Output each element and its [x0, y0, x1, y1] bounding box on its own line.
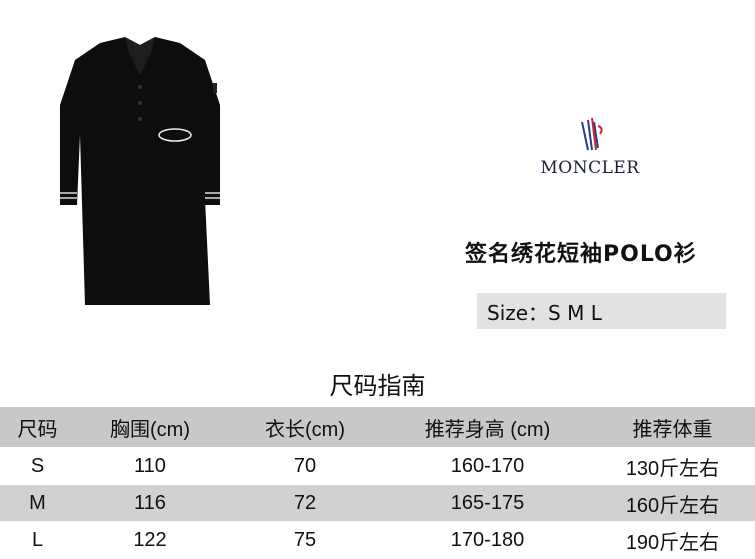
header-cell: 推荐体重	[632, 418, 713, 441]
brand-name: MONCLER	[540, 158, 640, 178]
cell: 130斤左右	[625, 457, 720, 480]
cell: 160斤左右	[625, 494, 720, 517]
cell: 170-180	[450, 528, 525, 551]
cell: 190斤左右	[625, 531, 720, 554]
cell: L	[31, 528, 44, 551]
header-cell: 尺码	[17, 418, 58, 441]
size-table: 尺码 胸围(cm) 衣长(cm) 推荐身高 (cm) 推荐体重 S 110 70…	[0, 407, 755, 559]
size-box: Size：S M L	[477, 293, 726, 329]
cell: S	[30, 454, 45, 477]
product-title: 签名绣花短袖POLO衫	[465, 242, 697, 267]
polo-shirt-image	[60, 37, 220, 305]
table-row: S 110 70 160-170 130斤左右	[0, 447, 755, 485]
cell: 70	[293, 454, 317, 477]
size-guide-title: 尺码指南	[329, 372, 426, 400]
cell: 72	[293, 491, 317, 514]
header-cell: 衣长(cm)	[265, 418, 345, 441]
rooster-icon	[581, 117, 603, 151]
cell: 122	[133, 528, 167, 551]
cell: M	[29, 491, 46, 514]
table-header: 尺码 胸围(cm) 衣长(cm) 推荐身高 (cm) 推荐体重	[0, 407, 755, 447]
moncler-logo: MONCLER	[530, 110, 650, 185]
table-row: M 116 72 165-175 160斤左右	[0, 485, 755, 521]
cell: 110	[134, 454, 166, 477]
header-cell: 推荐身高 (cm)	[424, 418, 551, 441]
cell: 116	[134, 491, 166, 514]
header-cell: 胸围(cm)	[110, 418, 190, 441]
table-row: L 122 75 170-180 190斤左右	[0, 521, 755, 559]
cell: 165-175	[450, 491, 525, 514]
cell: 75	[293, 528, 317, 551]
size-label: Size：S M L	[487, 301, 602, 325]
cell: 160-170	[450, 454, 525, 477]
